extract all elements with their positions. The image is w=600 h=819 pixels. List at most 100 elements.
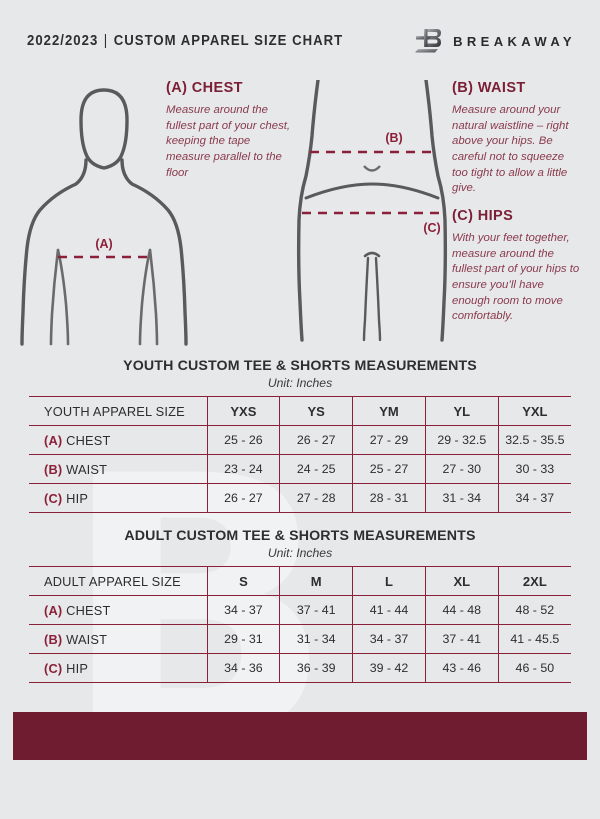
youth-waist-yxs: 23 - 24 (207, 454, 281, 484)
page-title: 2022/2023 | CUSTOM APPAREL SIZE CHART (27, 33, 343, 49)
youth-hip-yxs: 26 - 27 (207, 483, 281, 513)
youth-row-header-label: YOUTH APPAREL SIZE (29, 396, 208, 426)
adult-chest-xl: 44 - 48 (425, 595, 499, 625)
page-header: 2022/2023 | CUSTOM APPAREL SIZE CHART BREA… (0, 26, 600, 56)
adult-table-title: ADULT CUSTOM TEE & SHORTS MEASUREMENTS (124, 528, 476, 544)
adult-chest-m: 37 - 41 (279, 595, 354, 625)
adult-size-table-section: ADULT CUSTOM TEE & SHORTS MEASUREMENTS U… (29, 528, 571, 683)
chart-title-text: CUSTOM APPAREL SIZE CHART (113, 33, 344, 49)
adult-size-m: M (279, 566, 354, 596)
adult-hip-2xl: 46 - 50 (498, 653, 571, 683)
row-tag-a: (A) (44, 602, 63, 618)
adult-row-label-waist: (B) WAIST (29, 624, 208, 654)
youth-chest-yl: 29 - 32.5 (425, 425, 499, 455)
waist-marker-label: (B) (385, 131, 402, 145)
season-label: 2022/2023 (27, 33, 99, 49)
adult-waist-2xl: 41 - 45.5 (498, 624, 571, 654)
youth-chest-ys: 26 - 27 (279, 425, 354, 455)
brand-lockup: BREAKAWAY (415, 26, 576, 56)
adult-waist-l: 34 - 37 (352, 624, 426, 654)
table-row: (B) WAIST 23 - 24 24 - 25 25 - 27 27 - 3… (29, 454, 571, 484)
measurement-heading-waist: (B) WAIST (452, 80, 526, 96)
youth-size-table: YOUTH APPAREL SIZE YXS YS YM YL YXL (A) … (29, 396, 571, 513)
adult-row-label-hip: (C) HIP (29, 653, 208, 683)
table-row: (A) CHEST 34 - 37 37 - 41 41 - 44 44 - 4… (29, 595, 571, 625)
adult-chest-s: 34 - 37 (207, 595, 281, 625)
row-label-hip: HIP (66, 660, 89, 676)
adult-size-2xl: 2XL (498, 566, 571, 596)
brand-name: BREAKAWAY (453, 33, 576, 49)
youth-table-header-row: YOUTH APPAREL SIZE YXS YS YM YL YXL (29, 396, 571, 426)
youth-hip-yl: 31 - 34 (425, 483, 499, 513)
adult-hip-xl: 43 - 46 (425, 653, 499, 683)
adult-size-s: S (207, 566, 281, 596)
adult-table-header-row: ADULT APPAREL SIZE S M L XL 2XL (29, 566, 571, 596)
row-label-chest: CHEST (66, 432, 111, 448)
row-tag-b: (B) (44, 631, 63, 647)
youth-row-label-chest: (A) CHEST (29, 425, 208, 455)
upper-body-silhouette-icon: (A) (20, 88, 188, 346)
adult-size-xl: XL (425, 566, 499, 596)
youth-size-table-section: YOUTH CUSTOM TEE & SHORTS MEASUREMENTS U… (29, 358, 571, 513)
adult-hip-s: 34 - 36 (207, 653, 281, 683)
adult-hip-m: 36 - 39 (279, 653, 354, 683)
table-row: (C) HIP 26 - 27 27 - 28 28 - 31 31 - 34 … (29, 483, 571, 513)
youth-size-yxl: YXL (498, 396, 571, 426)
adult-waist-m: 31 - 34 (279, 624, 354, 654)
navel-icon (363, 165, 381, 172)
row-tag-b: (B) (44, 461, 63, 477)
measurement-block-hips: (C) HIPS With your feet together, measur… (452, 208, 584, 325)
youth-size-yl: YL (425, 396, 499, 426)
adult-chest-l: 41 - 44 (352, 595, 426, 625)
measurement-description-hips: With your feet together, measure around … (452, 232, 580, 323)
youth-waist-yl: 27 - 30 (425, 454, 499, 484)
row-label-chest: CHEST (66, 602, 111, 618)
youth-waist-yxl: 30 - 33 (498, 454, 571, 484)
chest-marker-label: (A) (95, 237, 112, 251)
title-separator: | (103, 33, 109, 49)
adult-size-l: L (352, 566, 426, 596)
table-row: (A) CHEST 25 - 26 26 - 27 27 - 29 29 - 3… (29, 425, 571, 455)
youth-row-label-hip: (C) HIP (29, 483, 208, 513)
row-label-waist: WAIST (66, 631, 108, 647)
measurement-heading-chest: (A) CHEST (166, 80, 243, 96)
measurement-description-chest: Measure around the fullest part of your … (166, 104, 291, 179)
measurement-description-waist: Measure around your natural waistline – … (452, 104, 569, 195)
adult-row-header-label: ADULT APPAREL SIZE (29, 566, 208, 596)
adult-table-unit: Unit: Inches (267, 546, 333, 560)
youth-size-ym: YM (352, 396, 426, 426)
youth-hip-ys: 27 - 28 (279, 483, 354, 513)
youth-table-title: YOUTH CUSTOM TEE & SHORTS MEASUREMENTS (123, 358, 477, 374)
lower-body-silhouette-icon: (B) (C) (296, 80, 448, 342)
youth-hip-ym: 28 - 31 (352, 483, 426, 513)
table-row: (C) HIP 34 - 36 36 - 39 39 - 42 43 - 46 … (29, 653, 571, 683)
youth-waist-ys: 24 - 25 (279, 454, 354, 484)
measurement-diagrams: (A) (B) (C) (0, 66, 600, 351)
youth-waist-ym: 25 - 27 (352, 454, 426, 484)
youth-chest-yxs: 25 - 26 (207, 425, 281, 455)
footer-accent-bar (13, 712, 587, 760)
table-row: (B) WAIST 29 - 31 31 - 34 34 - 37 37 - 4… (29, 624, 571, 654)
hips-marker-label: (C) (423, 221, 440, 235)
youth-chest-ym: 27 - 29 (352, 425, 426, 455)
row-label-waist: WAIST (66, 461, 108, 477)
adult-chest-2xl: 48 - 52 (498, 595, 571, 625)
adult-waist-s: 29 - 31 (207, 624, 281, 654)
measurement-block-chest: (A) CHEST Measure around the fullest par… (166, 80, 296, 181)
youth-hip-yxl: 34 - 37 (498, 483, 571, 513)
row-tag-c: (C) (44, 490, 63, 506)
breakaway-b-logo-icon (415, 29, 442, 53)
adult-row-label-chest: (A) CHEST (29, 595, 208, 625)
youth-table-unit: Unit: Inches (267, 376, 333, 390)
youth-row-label-waist: (B) WAIST (29, 454, 208, 484)
adult-waist-xl: 37 - 41 (425, 624, 499, 654)
youth-size-yxs: YXS (207, 396, 281, 426)
youth-chest-yxl: 32.5 - 35.5 (498, 425, 571, 455)
measurement-heading-hips: (C) HIPS (452, 208, 514, 224)
row-tag-a: (A) (44, 432, 63, 448)
row-tag-c: (C) (44, 660, 63, 676)
youth-size-ys: YS (279, 396, 354, 426)
row-label-hip: HIP (66, 490, 89, 506)
adult-size-table: ADULT APPAREL SIZE S M L XL 2XL (A) CHES… (29, 566, 571, 683)
measurement-block-waist: (B) WAIST Measure around your natural wa… (452, 80, 580, 197)
